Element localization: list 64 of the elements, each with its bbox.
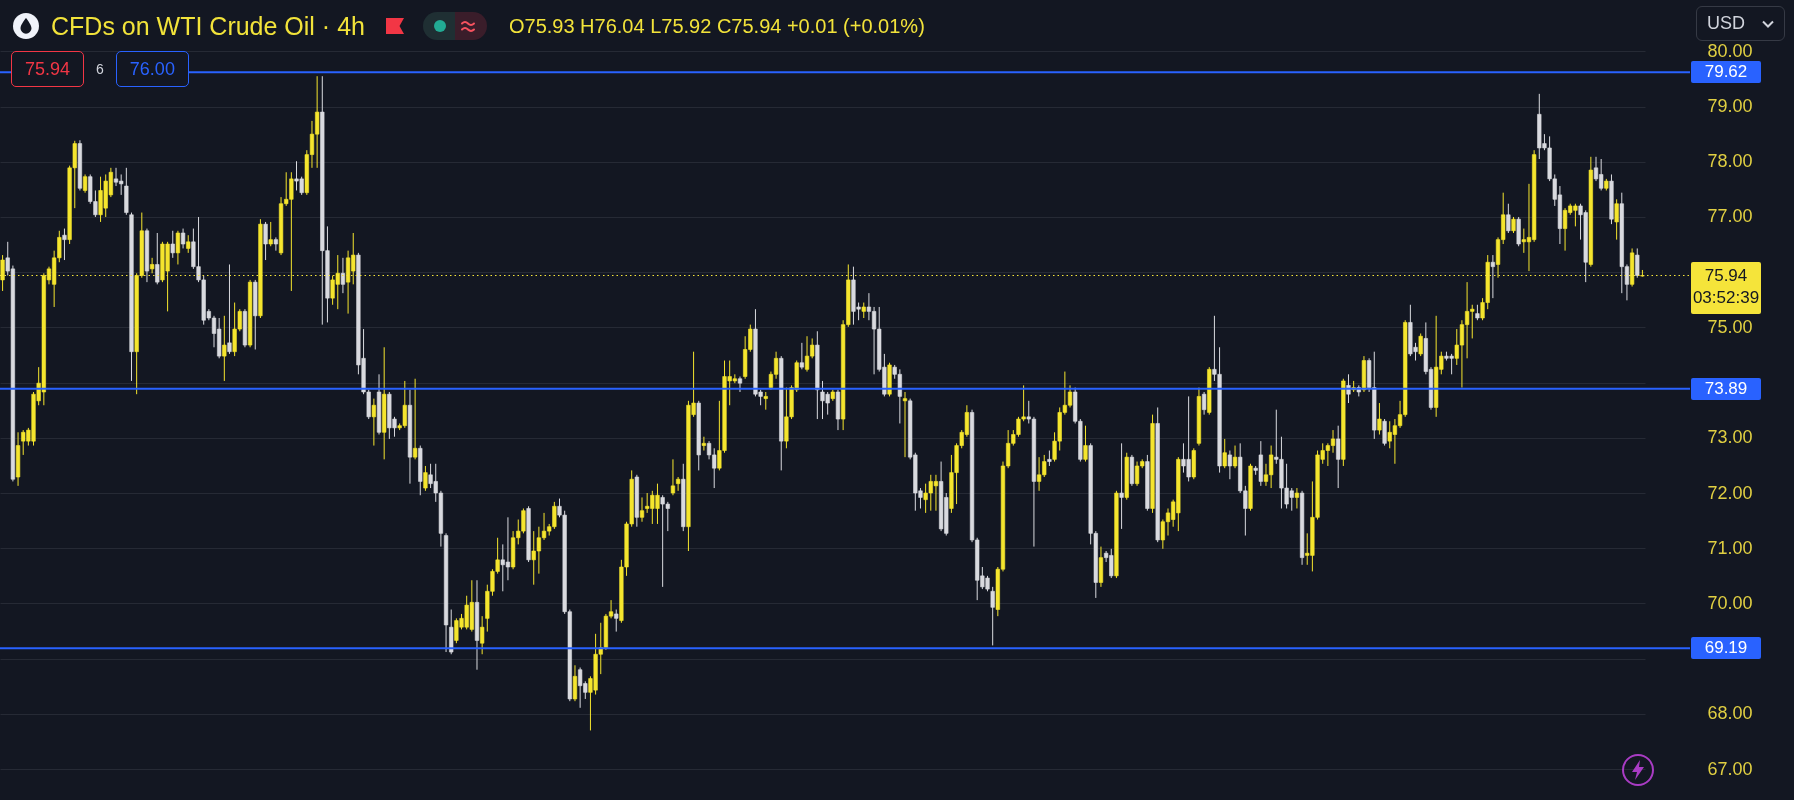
annotation: 6 [84,61,116,77]
candlestick [413,378,418,460]
text: 03:52:39 [1691,286,1761,309]
candlestick [180,228,186,249]
candlestick [670,458,676,496]
ref-line-label: 75.94 [1703,264,1749,287]
ref-line-label: 73.89 [1691,377,1761,400]
candlestick [222,315,227,382]
candlestick [150,257,155,274]
candlestick [268,221,273,247]
candlestick [1377,402,1382,436]
candlestick [480,615,485,655]
candlestick [82,173,88,194]
candlestick [701,436,706,452]
candlestick [371,398,376,447]
text: O75.93 H76.04 L75.92 C75.94 +0.01 (+0.01%) [508,14,925,38]
y-tick-label: 70.00 [1707,592,1753,613]
candlestick [1294,487,1300,509]
candlestick [62,228,67,261]
candlestick [1382,418,1387,447]
candlestick [1336,425,1341,489]
candlestick [1083,425,1088,463]
candlestick [737,376,743,393]
candlestick [1635,247,1640,279]
y-tick-label: 75.00 [1707,316,1753,337]
y-tick-label: 80.00 [1707,40,1753,61]
y-tick-label: 79.00 [1707,96,1753,117]
y-tick-label: 78.00 [1707,151,1753,172]
candlestick [799,342,804,370]
y-tick-label: 68.00 [1707,703,1753,724]
annotation: 75.94 [11,51,85,87]
candlestick [423,465,428,492]
candlestick [1418,332,1423,357]
y-tick-label: 67.00 [1707,758,1753,779]
y-tick-label: 72.00 [1707,482,1753,503]
candlestick [1614,198,1619,241]
ref-line-label: 69.19 [1691,637,1761,660]
ref-line-label: 79.62 [1691,61,1761,84]
y-tick-label: 71.00 [1707,537,1753,558]
candlestick [639,496,645,523]
candlestick [676,476,681,492]
candlestick [1232,445,1238,469]
candlestick [1490,254,1495,299]
candlestick [1227,450,1232,480]
annotation: 76.00 [115,51,189,87]
candlestick [1506,203,1511,234]
candlestick [1119,442,1124,530]
text: USD [1707,13,1746,34]
candlestick [1222,438,1227,469]
candlestick [340,257,346,294]
candlestick [175,230,181,265]
y-tick-label: 77.00 [1707,206,1753,227]
candlestick [227,263,232,355]
y-tick-label: 73.00 [1707,427,1753,448]
candlestick [902,391,908,458]
candlestick [572,664,578,702]
chart-title: CFDs on WTI Crude Oil · 4h [51,11,365,41]
candlestick [155,232,160,285]
candlestick [1201,391,1207,416]
candlestick [614,609,619,633]
candlestick [273,236,278,252]
candlestick [263,221,268,261]
candlestick [990,586,995,646]
candlestick [170,230,175,259]
